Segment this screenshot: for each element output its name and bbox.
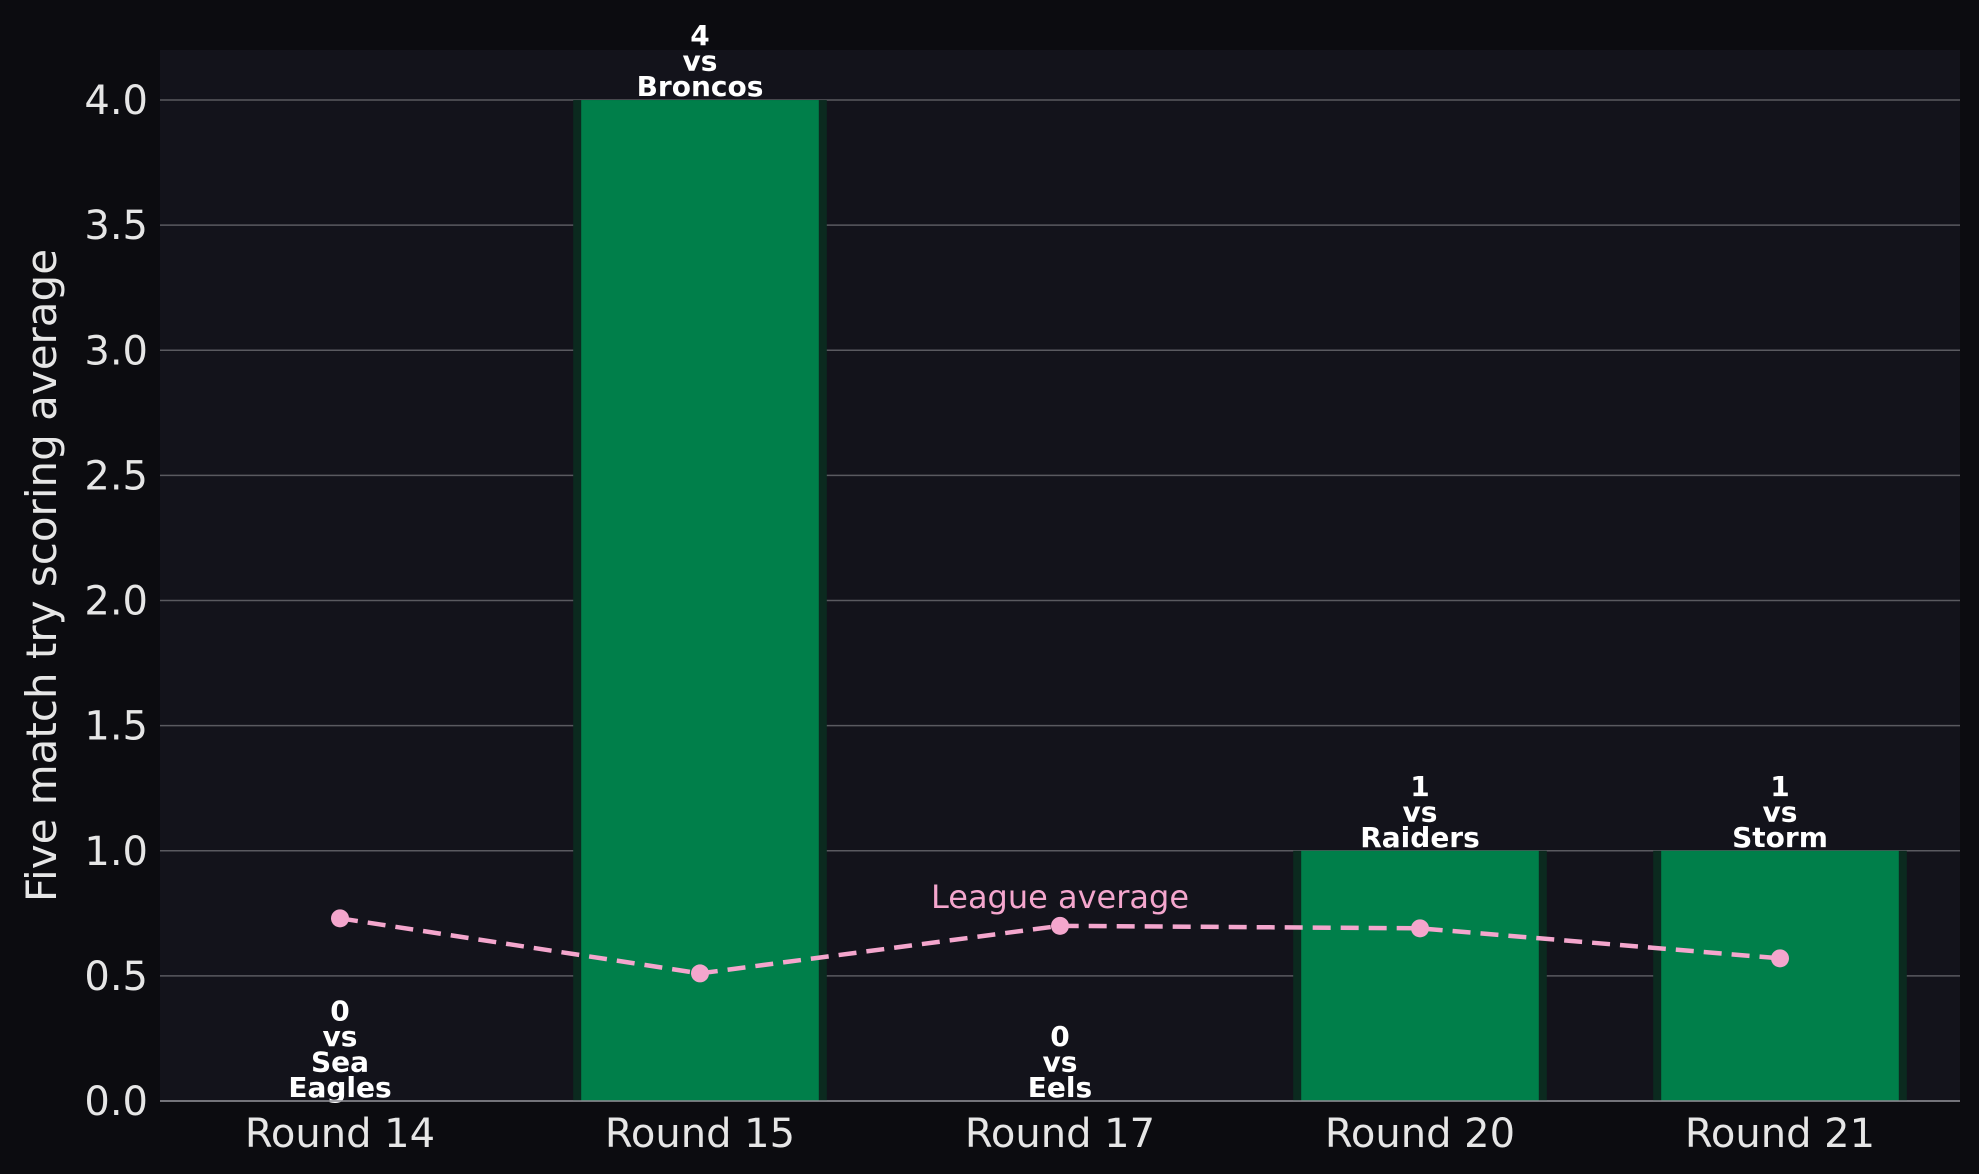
y-tick-label: 1.0 <box>84 829 148 875</box>
bar-label: 0 <box>1050 1020 1069 1053</box>
bar-label: vs <box>1403 795 1438 828</box>
bar-label: 4 <box>690 19 709 52</box>
bar-label: Broncos <box>637 70 764 103</box>
bar-label: vs <box>683 45 718 78</box>
y-tick-label: 4.0 <box>84 78 148 124</box>
x-tick-label: Round 17 <box>965 1111 1155 1157</box>
bar-label: vs <box>1043 1046 1078 1079</box>
bar-label: 0 <box>330 995 349 1028</box>
league-average-path <box>339 916 1781 976</box>
x-tick-label: Round 20 <box>1325 1111 1515 1157</box>
y-tick-label: 0.0 <box>84 1079 148 1125</box>
bars <box>573 100 1907 1102</box>
bar-labels: 0vsSeaEagles4vsBroncos0vsEels1vsRaiders1… <box>288 19 1828 1104</box>
league-average-label: League average <box>931 878 1189 916</box>
league-average-point <box>331 909 349 928</box>
league-average-point <box>691 964 709 983</box>
y-tick-label: 1.5 <box>84 704 148 750</box>
bar <box>581 100 819 1102</box>
y-tick-label: 3.5 <box>84 203 148 249</box>
y-tick-label: 2.5 <box>84 453 148 499</box>
league-average-point <box>1771 949 1789 968</box>
y-tick-label: 0.5 <box>84 954 148 1000</box>
bar <box>1661 850 1899 1101</box>
bar <box>1301 850 1539 1101</box>
bar-label: 1 <box>1770 770 1789 803</box>
bar-label: vs <box>1763 795 1798 828</box>
x-tick-label: Round 15 <box>605 1111 795 1157</box>
league-average-point <box>1051 916 1069 935</box>
y-tick-label: 2.0 <box>84 579 148 625</box>
y-tick-label: 3.0 <box>84 328 148 374</box>
axes: 0.0 0.5 1.0 1.5 2.0 2.5 3.0 3.5 4.0 Round 14 Round… <box>84 78 1960 1157</box>
bar-label: vs <box>323 1020 358 1053</box>
x-tick-label: Round 14 <box>245 1111 435 1157</box>
bar-label: Raiders <box>1360 821 1480 854</box>
bar-label: Eels <box>1028 1071 1092 1104</box>
x-tick-label: Round 21 <box>1685 1111 1875 1157</box>
bar-label: Storm <box>1732 821 1828 854</box>
bar-label: Sea <box>311 1046 369 1079</box>
league-average-line: League average <box>331 878 1789 983</box>
y-axis-title: Five match try scoring average <box>17 249 66 902</box>
grid-lines <box>160 99 1960 1102</box>
league-average-point <box>1411 919 1429 938</box>
bar-label: Eagles <box>288 1071 391 1104</box>
bar-label: 1 <box>1410 770 1429 803</box>
